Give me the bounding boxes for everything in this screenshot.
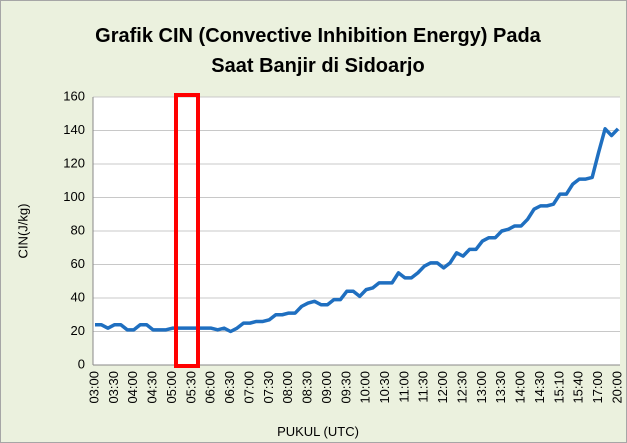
x-tick-label: 17:00 bbox=[590, 371, 605, 404]
x-tick-label: 15:40 bbox=[571, 371, 586, 404]
y-axis-label: CIN(J/kg) bbox=[15, 204, 30, 259]
x-tick-label: 03:30 bbox=[106, 371, 121, 404]
x-tick-label: 13:00 bbox=[474, 371, 489, 404]
y-tick-label: 120 bbox=[63, 155, 85, 170]
x-tick-label: 04:00 bbox=[125, 371, 140, 404]
y-tick-label: 0 bbox=[78, 356, 85, 371]
y-tick-label: 100 bbox=[63, 189, 85, 204]
x-tick-label: 15:10 bbox=[551, 371, 566, 404]
y-tick-label: 160 bbox=[63, 88, 85, 103]
x-tick-label: 07:00 bbox=[241, 371, 256, 404]
y-tick-label: 20 bbox=[71, 323, 85, 338]
x-tick-label: 13:30 bbox=[493, 371, 508, 404]
x-tick-label: 04:30 bbox=[145, 371, 160, 404]
x-tick-label: 06:00 bbox=[203, 371, 218, 404]
highlight-box bbox=[174, 93, 200, 368]
x-tick-label: 20:00 bbox=[609, 371, 624, 404]
x-tick-label: 10:30 bbox=[377, 371, 392, 404]
line-series bbox=[95, 127, 620, 334]
x-tick-label: 14:30 bbox=[532, 371, 547, 404]
x-tick-label: 10:00 bbox=[358, 371, 373, 404]
x-tick-label: 14:00 bbox=[513, 371, 528, 404]
x-tick-label: 11:00 bbox=[396, 371, 411, 403]
y-tick-label: 140 bbox=[63, 122, 85, 137]
x-axis-label: PUKUL (UTC) bbox=[277, 424, 359, 439]
y-tick-label: 40 bbox=[71, 289, 85, 304]
x-tick-label: 09:30 bbox=[338, 371, 353, 404]
x-tick-label: 05:00 bbox=[164, 371, 179, 404]
x-tick-label: 11:30 bbox=[416, 371, 431, 403]
chart-title: Grafik CIN (Convective Inhibition Energy… bbox=[95, 25, 542, 47]
x-tick-label: 08:30 bbox=[300, 371, 315, 404]
x-tick-label: 08:00 bbox=[280, 371, 295, 404]
chart-title: Saat Banjir di Sidoarjo bbox=[211, 55, 424, 77]
x-tick-label: 09:00 bbox=[319, 371, 334, 404]
x-tick-label: 12:00 bbox=[435, 371, 450, 404]
x-tick-label: 12:30 bbox=[454, 371, 469, 404]
x-tick-label: 06:30 bbox=[222, 371, 237, 404]
y-tick-label: 80 bbox=[71, 222, 85, 237]
y-tick-label: 60 bbox=[71, 256, 85, 271]
x-tick-label: 05:30 bbox=[183, 371, 198, 404]
x-tick-label: 03:00 bbox=[86, 371, 101, 404]
x-tick-label: 07:30 bbox=[261, 371, 276, 404]
